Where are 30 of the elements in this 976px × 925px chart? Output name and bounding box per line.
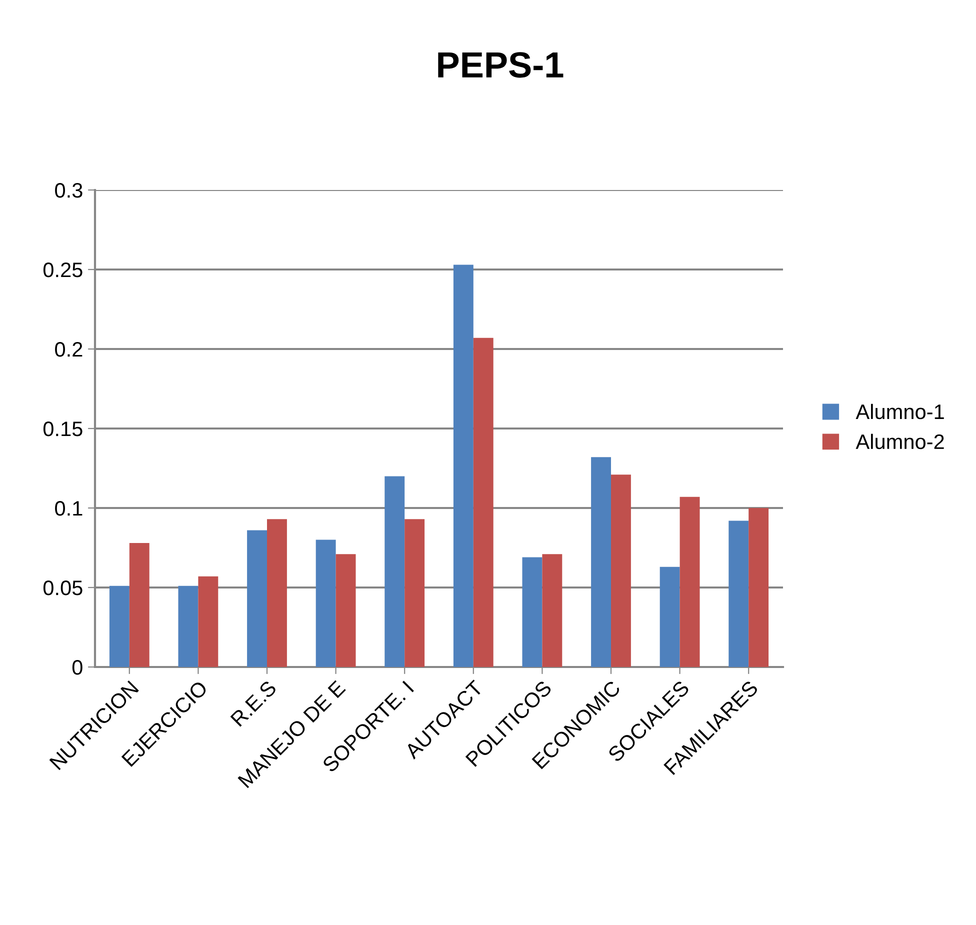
bar	[109, 586, 130, 667]
bar	[542, 554, 562, 667]
bar	[728, 520, 749, 667]
bar	[404, 519, 425, 667]
bar	[748, 508, 769, 667]
y-tick-label: 0.05	[43, 580, 82, 596]
bar	[316, 540, 336, 667]
legend-label: Alumno-1	[856, 404, 944, 420]
bar	[660, 566, 680, 667]
y-tick-label: 0.2	[55, 342, 82, 357]
bar	[198, 576, 218, 667]
y-tick-label: 0.1	[55, 501, 82, 516]
bar	[522, 557, 542, 667]
y-tick-label: 0	[72, 660, 82, 675]
bar	[247, 530, 267, 667]
bar	[473, 338, 494, 667]
bar	[336, 554, 356, 667]
bar	[591, 457, 611, 667]
bar	[267, 519, 287, 667]
bar	[611, 474, 631, 667]
bar	[384, 476, 405, 667]
bar	[178, 586, 198, 667]
y-tick-label: 0.25	[43, 262, 82, 278]
bar	[680, 496, 700, 667]
chart-title: PEPS-1	[438, 52, 564, 78]
y-tick-label: 0.3	[55, 183, 82, 198]
bar	[129, 542, 150, 667]
legend-label: Alumno-2	[856, 434, 944, 450]
bar	[453, 264, 474, 667]
y-tick-label: 0.15	[43, 422, 82, 436]
